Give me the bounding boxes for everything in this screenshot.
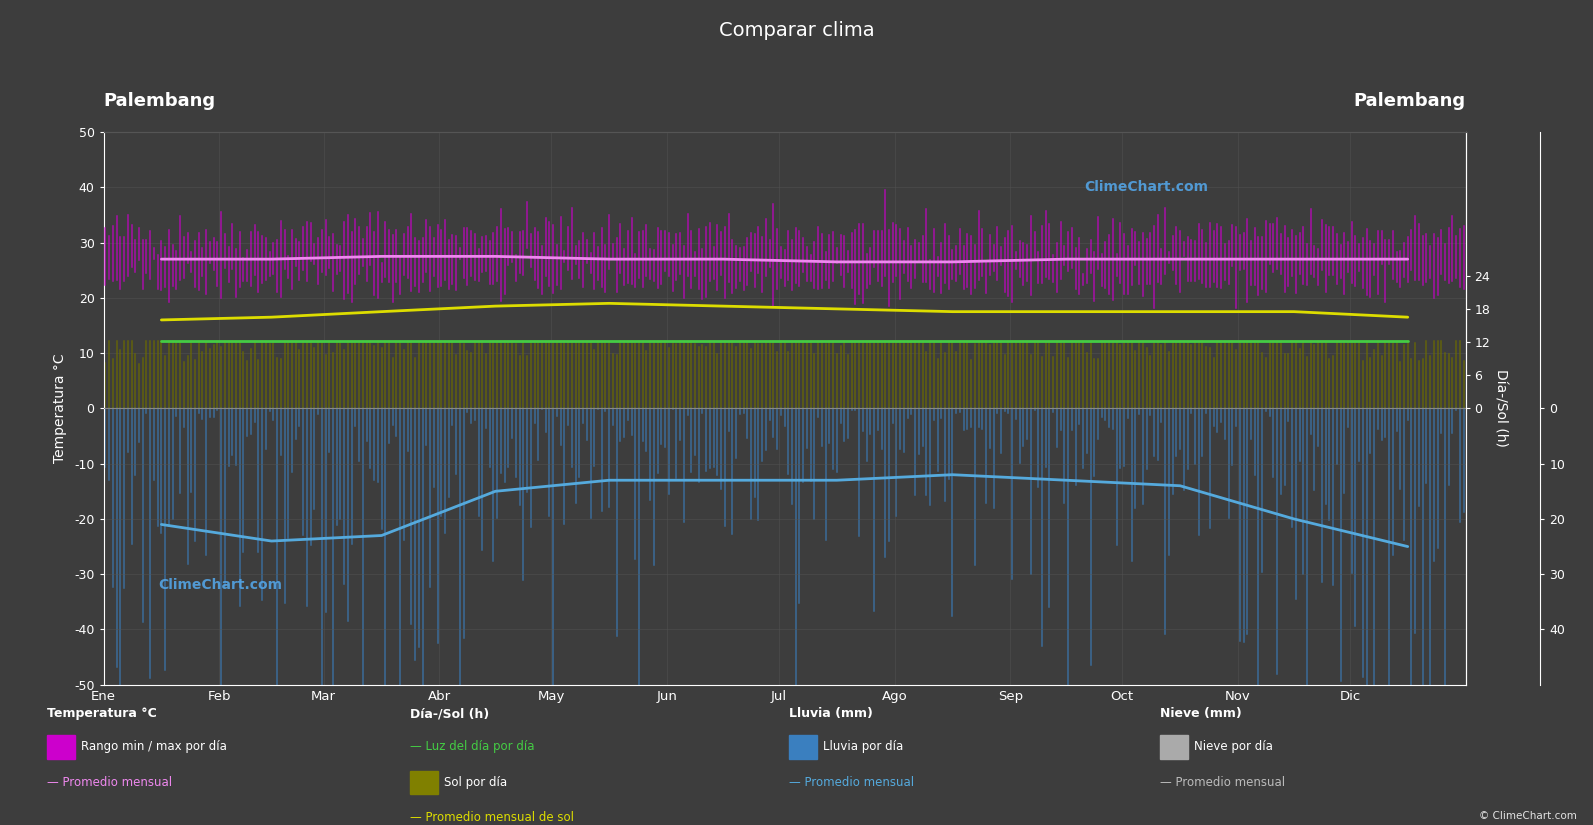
FancyBboxPatch shape	[1160, 736, 1188, 758]
Text: Palembang: Palembang	[1354, 92, 1466, 110]
Text: — Promedio mensual: — Promedio mensual	[48, 776, 172, 790]
Y-axis label: Temperatura °C: Temperatura °C	[53, 354, 67, 463]
Text: Nieve por día: Nieve por día	[1193, 741, 1273, 753]
Text: Comparar clima: Comparar clima	[718, 21, 875, 40]
FancyBboxPatch shape	[789, 736, 817, 758]
Text: — Promedio mensual: — Promedio mensual	[1160, 776, 1286, 790]
Text: Rango min / max por día: Rango min / max por día	[81, 741, 228, 753]
Text: — Promedio mensual: — Promedio mensual	[789, 776, 914, 790]
Text: — Promedio mensual de sol: — Promedio mensual de sol	[411, 811, 575, 824]
Text: Día-/Sol (h): Día-/Sol (h)	[411, 707, 489, 720]
Text: Sol por día: Sol por día	[444, 776, 508, 790]
Text: Palembang: Palembang	[104, 92, 215, 110]
Text: Lluvia por día: Lluvia por día	[824, 741, 903, 753]
Y-axis label: Día-/Sol (h): Día-/Sol (h)	[1493, 370, 1507, 447]
FancyBboxPatch shape	[48, 736, 75, 758]
Text: ClimeChart.com: ClimeChart.com	[158, 578, 282, 592]
Text: Nieve (mm): Nieve (mm)	[1160, 707, 1241, 720]
Text: © ClimeChart.com: © ClimeChart.com	[1480, 811, 1577, 821]
Text: Lluvia (mm): Lluvia (mm)	[789, 707, 873, 720]
FancyBboxPatch shape	[411, 771, 438, 794]
Text: — Luz del día por día: — Luz del día por día	[411, 741, 535, 753]
Text: Temperatura °C: Temperatura °C	[48, 707, 158, 720]
Text: ClimeChart.com: ClimeChart.com	[1085, 181, 1207, 194]
